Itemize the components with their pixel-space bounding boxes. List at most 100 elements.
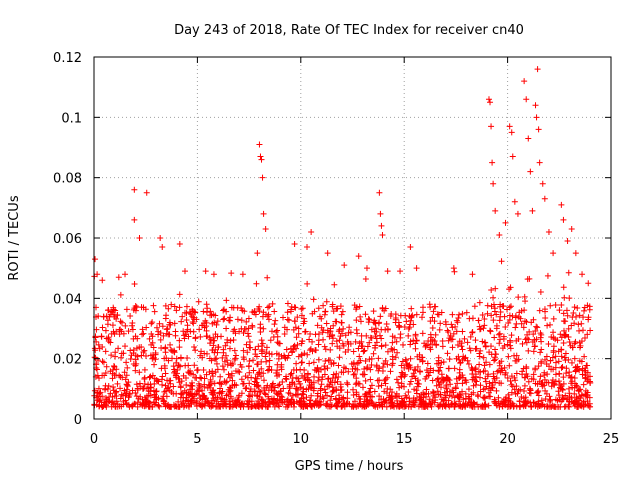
- data-point: [122, 376, 129, 383]
- data-point: [397, 400, 404, 407]
- data-point: [225, 371, 232, 378]
- data-point: [382, 376, 389, 383]
- data-point: [477, 382, 484, 389]
- data-point: [488, 303, 495, 310]
- data-point: [513, 370, 520, 377]
- data-point: [129, 320, 136, 327]
- data-point: [209, 373, 216, 380]
- data-point: [537, 349, 544, 356]
- data-point: [285, 389, 292, 396]
- data-point: [210, 271, 217, 278]
- data-point: [533, 323, 540, 330]
- data-point: [189, 386, 196, 393]
- data-point: [377, 210, 384, 217]
- data-point: [153, 324, 160, 331]
- data-point: [401, 324, 408, 331]
- data-point: [181, 332, 188, 339]
- data-point: [513, 352, 520, 359]
- data-point: [578, 338, 585, 345]
- data-point: [208, 403, 215, 410]
- data-point: [254, 250, 261, 257]
- data-point: [242, 385, 249, 392]
- data-point: [310, 401, 317, 408]
- data-point: [538, 397, 545, 404]
- data-point: [356, 395, 363, 402]
- data-point: [147, 384, 154, 391]
- data-point: [552, 396, 559, 403]
- data-point: [366, 339, 373, 346]
- data-point: [167, 380, 174, 387]
- data-point: [329, 340, 336, 347]
- data-point: [337, 387, 344, 394]
- data-point: [430, 308, 437, 315]
- data-point: [436, 403, 443, 410]
- data-point: [324, 327, 331, 334]
- data-point: [561, 294, 568, 301]
- data-point: [418, 391, 425, 398]
- data-point: [317, 385, 324, 392]
- data-point: [289, 392, 296, 399]
- data-point: [387, 312, 394, 319]
- data-point: [294, 314, 301, 321]
- data-point: [462, 377, 469, 384]
- data-point: [371, 317, 378, 324]
- data-point: [322, 308, 329, 315]
- data-point: [183, 381, 190, 388]
- data-point: [497, 336, 504, 343]
- data-point: [412, 332, 419, 339]
- data-point: [294, 341, 301, 348]
- data-point: [253, 353, 260, 360]
- data-point: [419, 309, 426, 316]
- data-point: [274, 397, 281, 404]
- data-point: [391, 334, 398, 341]
- data-point: [361, 393, 368, 400]
- data-point: [222, 352, 229, 359]
- data-point: [379, 403, 386, 410]
- data-point: [452, 323, 459, 330]
- data-point: [295, 353, 302, 360]
- data-point: [146, 335, 153, 342]
- data-point: [233, 382, 240, 389]
- data-point: [508, 381, 515, 388]
- data-point: [274, 367, 281, 374]
- data-point: [401, 364, 408, 371]
- data-point: [471, 377, 478, 384]
- data-point: [414, 380, 421, 387]
- data-point: [521, 382, 528, 389]
- data-point: [315, 341, 322, 348]
- data-point: [408, 314, 415, 321]
- data-point: [435, 360, 442, 367]
- data-point: [582, 365, 589, 372]
- data-point: [110, 306, 117, 313]
- data-point: [275, 382, 282, 389]
- data-point: [127, 312, 134, 319]
- data-point: [555, 348, 562, 355]
- data-point: [438, 396, 445, 403]
- data-point: [304, 280, 311, 287]
- data-point: [497, 313, 504, 320]
- data-point: [558, 201, 565, 208]
- data-point: [245, 403, 252, 410]
- data-point: [450, 389, 457, 396]
- data-point: [507, 303, 514, 310]
- data-point: [437, 364, 444, 371]
- data-point: [482, 375, 489, 382]
- data-point: [295, 330, 302, 337]
- data-point: [339, 340, 346, 347]
- data-point: [437, 391, 444, 398]
- data-point: [472, 371, 479, 378]
- data-point: [502, 402, 509, 409]
- data-point: [395, 319, 402, 326]
- data-point: [502, 219, 509, 226]
- data-point: [322, 358, 329, 365]
- data-point: [492, 379, 499, 386]
- data-point: [264, 403, 271, 410]
- data-point: [493, 311, 500, 318]
- data-point: [492, 207, 499, 214]
- data-point: [496, 403, 503, 410]
- data-point: [444, 327, 451, 334]
- data-point: [118, 391, 125, 398]
- data-point: [571, 355, 578, 362]
- data-point: [131, 400, 138, 407]
